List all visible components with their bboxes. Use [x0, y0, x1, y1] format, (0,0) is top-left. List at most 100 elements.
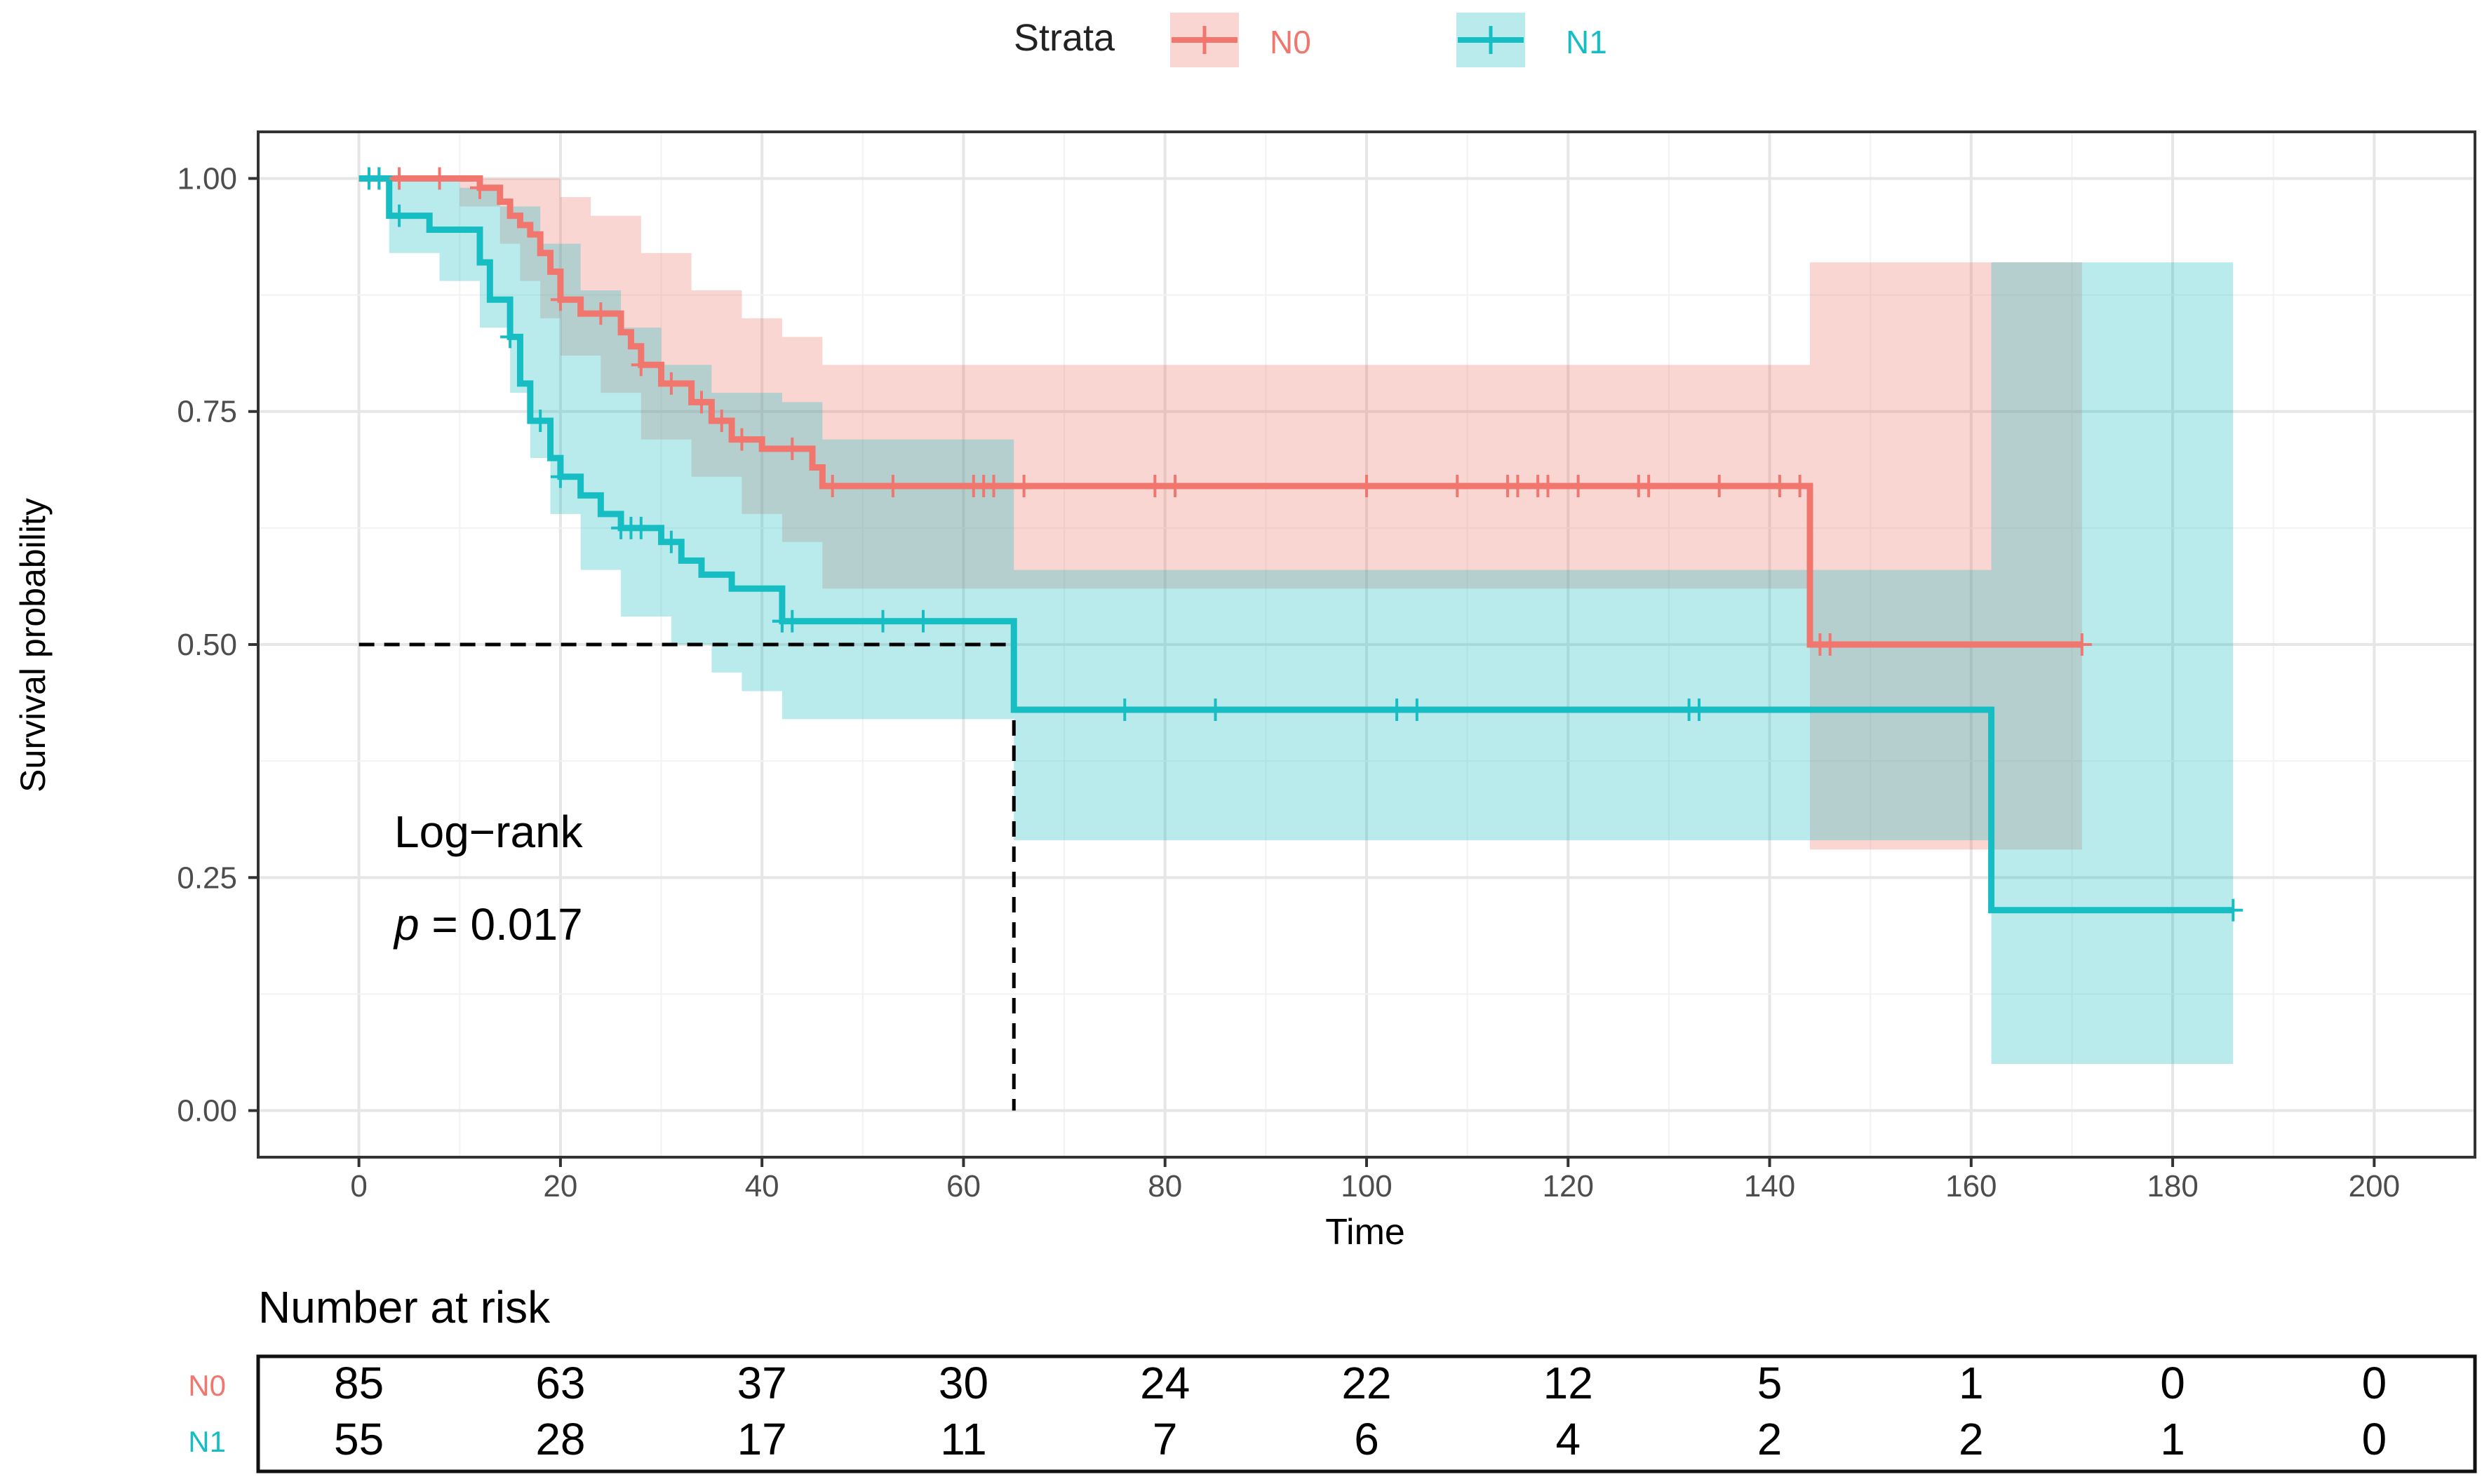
censor-mark-n0 [1639, 475, 1659, 498]
censor-mark-n1 [1205, 699, 1226, 722]
risk-count-n0: 0 [2160, 1358, 2185, 1408]
risk-count-n1: 11 [940, 1414, 986, 1464]
x-tick-label: 160 [1945, 1169, 1997, 1203]
censor-mark-n0 [1820, 633, 1840, 656]
logrank-annotation: Log−rank p = 0.017 [393, 807, 584, 950]
censor-mark-n0 [711, 410, 732, 433]
risk-count-n1: 2 [1757, 1414, 1783, 1464]
risk-count-n1: 6 [1354, 1414, 1379, 1464]
censor-mark-n1 [631, 516, 651, 539]
risk-row-label-n0: N0 [188, 1369, 226, 1402]
censor-mark-n1 [1689, 699, 1709, 722]
censor-mark-n1 [873, 609, 893, 633]
x-tick-label: 40 [745, 1169, 779, 1203]
x-tick-label: 60 [946, 1169, 981, 1203]
risk-count-n1: 0 [2362, 1414, 2387, 1464]
x-tick-label: 180 [2147, 1169, 2198, 1203]
x-tick-label: 80 [1148, 1169, 1182, 1203]
y-axis-title: Survival probability [13, 498, 53, 792]
censor-mark-n0 [782, 437, 803, 460]
survival-curve-n0 [358, 175, 2082, 648]
censor-mark-n1 [369, 167, 389, 190]
y-tick-label: 0.75 [177, 395, 237, 429]
risk-row-label-n1: N1 [188, 1425, 226, 1458]
risk-count-n0: 0 [2362, 1358, 2387, 1408]
logrank-label: Log−rank [394, 807, 584, 857]
risk-count-n0: 30 [939, 1358, 988, 1408]
censor-mark-n0 [389, 167, 410, 190]
censor-mark-n0 [1790, 475, 1810, 498]
risk-count-n0: 12 [1543, 1358, 1593, 1408]
x-axis-title: Time [1325, 1212, 1405, 1253]
y-tick-label: 0.50 [177, 628, 237, 662]
censor-mark-n1 [550, 465, 570, 488]
p-symbol: p [393, 899, 420, 950]
survival-curves [358, 175, 2234, 914]
risk-count-n0: 37 [737, 1358, 787, 1408]
censor-mark-n1 [500, 325, 521, 349]
censor-mark-n1 [1407, 699, 1427, 722]
risk-count-n1: 17 [737, 1414, 787, 1464]
censor-mark-n0 [631, 353, 651, 377]
censor-mark-n1 [389, 204, 410, 227]
risk-count-n1: 2 [1959, 1414, 1984, 1464]
censor-mark-n0 [1769, 475, 1790, 498]
censor-mark-n0 [883, 475, 903, 498]
risk-count-n0: 63 [535, 1358, 585, 1408]
censor-mark-n0 [692, 391, 711, 414]
legend-item-n1: N1 [1456, 13, 1607, 67]
censor-mark-n1 [2223, 898, 2243, 922]
confidence-bands [358, 178, 2234, 1065]
censor-mark-n1 [661, 530, 681, 553]
censor-mark-n0 [1145, 475, 1165, 498]
legend-title: Strata [1014, 17, 1115, 59]
legend-label-n0: N0 [1270, 24, 1311, 60]
x-tick-label: 100 [1341, 1169, 1392, 1203]
legend-label-n1: N1 [1566, 24, 1607, 60]
censor-mark-n0 [661, 372, 681, 395]
p-value-text: p = 0.017 [393, 899, 583, 950]
survival-curve-n1 [358, 175, 2234, 914]
x-tick-label: 120 [1543, 1169, 1594, 1203]
censor-mark-n0 [1568, 475, 1588, 498]
y-tick-label: 0.25 [177, 861, 237, 895]
risk-count-n0: 85 [334, 1358, 384, 1408]
censor-mark-n1 [1387, 699, 1407, 722]
legend: Strata N0 N1 [1014, 13, 1607, 67]
x-tick-label: 0 [350, 1169, 367, 1203]
censor-mark-n0 [1508, 475, 1528, 498]
censor-mark-n0 [470, 176, 490, 199]
x-tick-label: 200 [2349, 1169, 2400, 1203]
censor-mark-n0 [591, 302, 611, 325]
censor-mark-n0 [732, 428, 752, 451]
censor-mark-n0 [1447, 475, 1468, 498]
censor-mark-n0 [1014, 475, 1034, 498]
risk-table-border [256, 1354, 2477, 1473]
x-tick-label: 140 [1744, 1169, 1795, 1203]
censor-mark-n0 [2072, 633, 2092, 656]
risk-count-n0: 5 [1757, 1358, 1783, 1408]
risk-count-n1: 7 [1153, 1414, 1178, 1464]
censor-mark-n1 [913, 609, 933, 633]
risk-table-title: Number at risk [258, 1282, 551, 1333]
risk-count-n0: 1 [1959, 1358, 1984, 1408]
risk-count-n0: 24 [1140, 1358, 1190, 1408]
censor-mark-n1 [530, 410, 551, 433]
censor-mark-n0 [550, 288, 570, 311]
y-tick-label: 1.00 [177, 161, 237, 196]
p-value: = 0.017 [420, 899, 583, 950]
risk-table: N0 85 63 37 30 24 22 12 5 1 0 0N1 55 28 17 11 7 6 4 2 2 1 0 [188, 1358, 2387, 1464]
risk-count-n1: 4 [1555, 1414, 1581, 1464]
risk-count-n1: 1 [2160, 1414, 2185, 1464]
x-tick-label: 20 [543, 1169, 577, 1203]
censor-mark-n0 [1538, 475, 1558, 498]
censor-mark-n0 [984, 475, 1004, 498]
legend-item-n0: N0 [1170, 13, 1311, 67]
censor-mark-n0 [822, 475, 843, 498]
censor-mark-n0 [1165, 475, 1186, 498]
censor-marks [359, 167, 2243, 922]
median-reference-lines [358, 642, 1016, 1111]
risk-count-n1: 55 [334, 1414, 384, 1464]
